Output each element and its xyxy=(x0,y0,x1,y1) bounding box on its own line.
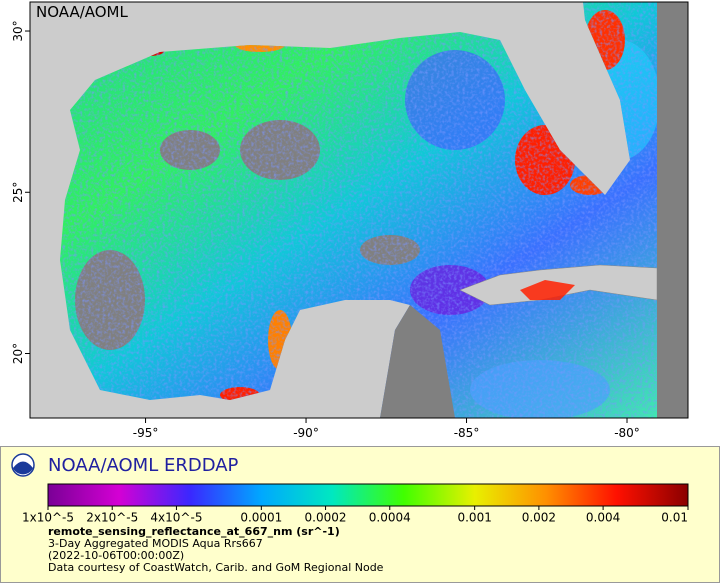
lon-tick-label: -90° xyxy=(293,426,319,440)
legend-panel xyxy=(0,446,720,583)
colorbar-tick-label: 0.001 xyxy=(457,511,491,525)
colorbar-tick-label: 0.01 xyxy=(661,511,688,525)
lon-tick-label: -95° xyxy=(133,426,159,440)
colorbar-tick-label: 4x10^-5 xyxy=(150,511,202,525)
lat-tick-label: 30° xyxy=(11,20,25,41)
legend-line: (2022-10-06T00:00:00Z) xyxy=(48,549,184,562)
watermark: NOAA/AOML xyxy=(36,3,129,21)
colorbar-tick-label: 0.002 xyxy=(522,511,556,525)
lat-tick-label: 25° xyxy=(11,182,25,203)
cuba-shelf xyxy=(520,280,575,300)
colorbar-tick-label: 2x10^-5 xyxy=(86,511,138,525)
legend-line: Data courtesy of CoastWatch, Carib. and … xyxy=(48,561,384,574)
lat-tick-label: 20° xyxy=(11,343,25,364)
no-data-strip xyxy=(657,2,688,418)
colorbar-tick-label: 0.0002 xyxy=(305,511,347,525)
colorbar-tick-label: 0.004 xyxy=(586,511,620,525)
legend-title: NOAA/AOML ERDDAP xyxy=(48,455,239,476)
colorbar-tick-label: 0.0004 xyxy=(369,511,411,525)
variable-name: remote_sensing_reflectance_at_667_nm (sr… xyxy=(48,525,340,538)
lon-tick-label: -80° xyxy=(614,426,640,440)
no-data xyxy=(380,305,455,418)
noaa-logo xyxy=(11,453,35,477)
legend-line: 3-Day Aggregated MODIS Aqua Rrs667 xyxy=(48,537,263,550)
lon-tick-label: -85° xyxy=(454,426,480,440)
colorbar-tick-label: 0.0001 xyxy=(240,511,282,525)
colorbar xyxy=(47,483,689,507)
colorbar-tick-label: 1x10^-5 xyxy=(22,511,74,525)
map-border xyxy=(29,1,689,419)
